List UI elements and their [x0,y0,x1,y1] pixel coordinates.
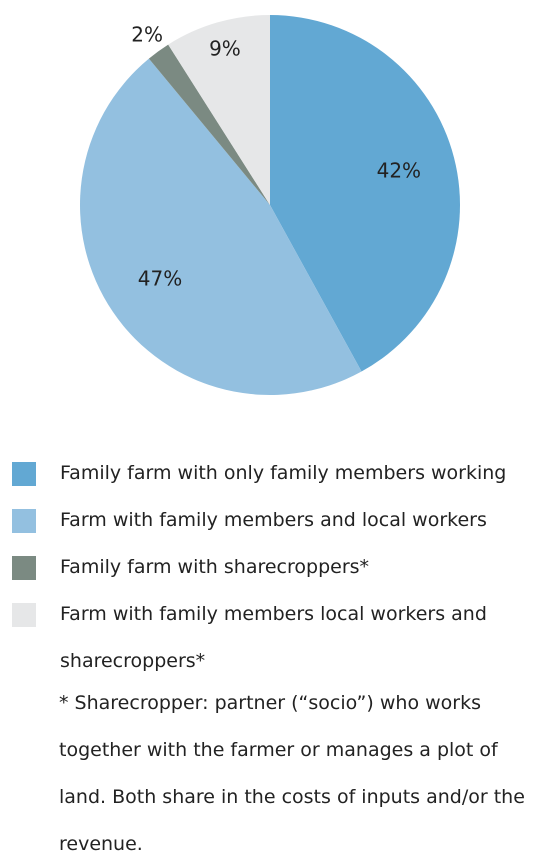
legend-label: Farm with family members local workers a… [60,603,487,672]
pie-slice [148,44,270,205]
legend-item: Family farm with only family members wor… [12,450,560,497]
legend-swatch [12,556,36,580]
legend: Family farm with only family members wor… [12,450,560,685]
legend-item: Farm with family members and local worke… [12,497,560,544]
slice-label: 47% [138,266,182,290]
pie-slice [168,15,270,205]
slice-label: 42% [377,158,421,182]
pie-slice [270,15,461,372]
legend-label: Farm with family members and local worke… [60,509,487,531]
legend-swatch [12,462,36,486]
legend-item: Family farm with sharecroppers* [12,544,560,591]
legend-label: Family farm with only family members wor… [60,462,507,484]
legend-item: Farm with family members local workers a… [12,591,560,685]
page: 42% 47% 2% 9% Family farm with only family … [12,15,560,855]
footnote: * Sharecropper: partner (“socio”) who wo… [59,692,525,855]
legend-swatch [12,603,36,627]
legend-swatch [12,509,36,533]
slice-label: 2% [131,22,163,46]
legend-label: Family farm with sharecroppers* [60,556,370,578]
pie-chart: 42% 47% 2% 9% [79,15,461,396]
slice-label: 9% [209,36,241,60]
pie-slice [79,58,362,396]
